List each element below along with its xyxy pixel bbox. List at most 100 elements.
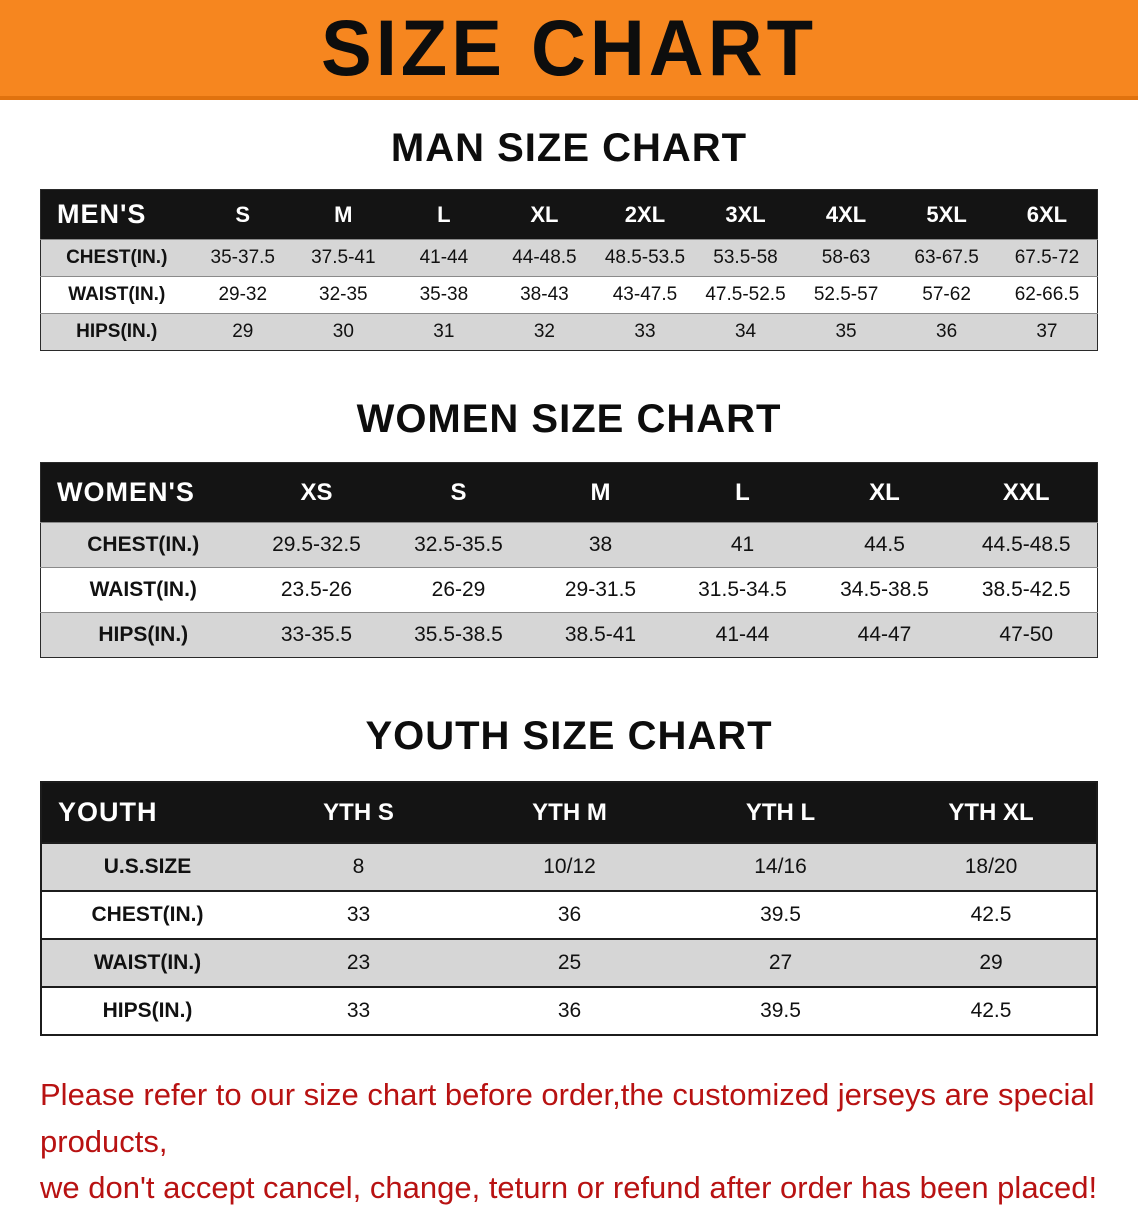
size-value: 38 bbox=[588, 533, 613, 556]
size-value: 36 bbox=[557, 999, 582, 1022]
size-value: 38-43 bbox=[520, 284, 569, 305]
size-column-header: M bbox=[529, 462, 672, 523]
table-row: HIPS(IN.) 29 30 31 32 33 34 35 36 37 bbox=[40, 313, 1098, 351]
size-value: 37 bbox=[1036, 321, 1058, 342]
size-column-header: S bbox=[387, 462, 530, 523]
table-row: WAIST(IN.) 23 25 27 29 bbox=[41, 939, 1097, 987]
size-column-header: YTH XL bbox=[886, 782, 1097, 843]
row-label: CHEST(IN.) bbox=[91, 903, 204, 926]
size-column-header: XL bbox=[494, 189, 595, 240]
row-label: HIPS(IN.) bbox=[76, 321, 158, 342]
size-value: 38.5-41 bbox=[564, 623, 637, 646]
size-value: 42.5 bbox=[970, 903, 1012, 926]
table-header-row: YOUTH YTH S YTH M YTH L YTH XL bbox=[41, 782, 1097, 843]
size-value: 26-29 bbox=[431, 578, 486, 601]
men-size-section: MAN SIZE CHART MEN'S S M L XL 2XL 3XL 4XL 5XL 6XL… bbox=[0, 126, 1138, 351]
size-column-header: 2XL bbox=[594, 189, 696, 240]
size-column-header: YTH S bbox=[253, 782, 464, 843]
page-title: SIZE CHART bbox=[321, 3, 817, 93]
size-value: 37.5-41 bbox=[311, 247, 376, 268]
size-value: 33-35.5 bbox=[280, 623, 353, 646]
row-label: HIPS(IN.) bbox=[102, 999, 193, 1022]
disclaimer-line-2: we don't accept cancel, change, teturn o… bbox=[40, 1170, 1098, 1205]
size-value: 48.5-53.5 bbox=[604, 247, 686, 268]
row-label: HIPS(IN.) bbox=[98, 623, 189, 646]
size-value: 63-67.5 bbox=[914, 247, 979, 268]
size-column-header: YTH L bbox=[675, 782, 886, 843]
men-size-table: MEN'S S M L XL 2XL 3XL 4XL 5XL 6XL CHEST(IN.) 35-37… bbox=[40, 189, 1098, 351]
size-value: 62-66.5 bbox=[1014, 284, 1080, 305]
row-label: WAIST(IN.) bbox=[89, 578, 197, 601]
size-column-header: 3XL bbox=[695, 189, 796, 240]
size-column-header: L bbox=[671, 462, 814, 523]
youth-size-table: YOUTH YTH S YTH M YTH L YTH XL U.S.SIZE 8 10/12… bbox=[40, 781, 1098, 1036]
table-row: CHEST(IN.) 33 36 39.5 42.5 bbox=[41, 891, 1097, 939]
size-column-header: L bbox=[393, 189, 495, 240]
size-value: 43-47.5 bbox=[612, 284, 678, 305]
size-value: 35.5-38.5 bbox=[414, 623, 503, 646]
size-value: 32-35 bbox=[319, 284, 368, 305]
size-value: 29 bbox=[232, 321, 254, 342]
women-size-table: WOMEN'S XS S M L XL XXL CHEST(IN.) 29.5-32.5 32.5… bbox=[40, 462, 1098, 658]
size-column-header: 6XL bbox=[996, 189, 1098, 240]
size-value: 41 bbox=[730, 533, 755, 556]
size-value: 44-47 bbox=[857, 623, 912, 646]
size-value: 36 bbox=[936, 321, 958, 342]
youth-size-section: YOUTH SIZE CHART YOUTH YTH S YTH M YTH L YTH… bbox=[0, 714, 1138, 1036]
size-value: 18/20 bbox=[964, 855, 1018, 878]
table-row: CHEST(IN.) 35-37.5 37.5-41 41-44 44-48.5 48.5… bbox=[40, 239, 1098, 277]
size-column-header: XXL bbox=[955, 462, 1098, 523]
size-column-header: S bbox=[192, 189, 294, 240]
size-value: 53.5-58 bbox=[713, 247, 778, 268]
size-column-header: XL bbox=[813, 462, 956, 523]
size-value: 38.5-42.5 bbox=[981, 578, 1071, 601]
table-category-header: WOMEN'S bbox=[40, 462, 246, 523]
size-value: 34.5-38.5 bbox=[840, 578, 929, 601]
size-value: 35 bbox=[835, 321, 857, 342]
size-column-header: 5XL bbox=[896, 189, 997, 240]
size-value: 31 bbox=[433, 321, 455, 342]
size-column-header: M bbox=[293, 189, 394, 240]
row-label: U.S.SIZE bbox=[103, 855, 192, 878]
row-label: CHEST(IN.) bbox=[66, 247, 168, 268]
youth-section-heading: YOUTH SIZE CHART bbox=[365, 714, 773, 758]
size-value: 33 bbox=[346, 999, 371, 1022]
size-value: 36 bbox=[557, 903, 582, 926]
size-value: 33 bbox=[634, 321, 656, 342]
size-value: 47.5-52.5 bbox=[705, 284, 786, 305]
size-value: 27 bbox=[768, 951, 793, 974]
size-value: 25 bbox=[557, 951, 582, 974]
row-label: CHEST(IN.) bbox=[87, 533, 200, 556]
table-row: CHEST(IN.) 29.5-32.5 32.5-35.5 38 41 44.5 44.5… bbox=[40, 522, 1098, 568]
size-value: 10/12 bbox=[543, 855, 596, 878]
size-value: 35-37.5 bbox=[210, 247, 275, 268]
size-value: 29 bbox=[979, 951, 1003, 974]
row-label: WAIST(IN.) bbox=[68, 284, 166, 305]
row-label: WAIST(IN.) bbox=[93, 951, 202, 974]
table-row: HIPS(IN.) 33 36 39.5 42.5 bbox=[41, 987, 1097, 1035]
size-value: 8 bbox=[352, 855, 365, 878]
size-value: 47-50 bbox=[999, 623, 1054, 646]
size-value: 23.5-26 bbox=[280, 578, 353, 601]
table-header-row: MEN'S S M L XL 2XL 3XL 4XL 5XL 6XL bbox=[40, 189, 1098, 240]
size-value: 29-32 bbox=[218, 284, 268, 305]
size-value: 58-63 bbox=[821, 247, 871, 268]
size-value: 35-38 bbox=[419, 284, 469, 305]
size-value: 39.5 bbox=[760, 999, 801, 1022]
disclaimer-line-1: Please refer to our size chart before or… bbox=[40, 1077, 1095, 1159]
women-section-heading: WOMEN SIZE CHART bbox=[356, 397, 782, 441]
size-column-header: 4XL bbox=[795, 189, 897, 240]
size-value: 23 bbox=[346, 951, 371, 974]
disclaimer-note: Please refer to our size chart before or… bbox=[40, 1072, 1100, 1212]
size-value: 67.5-72 bbox=[1014, 247, 1080, 268]
size-value: 41-44 bbox=[419, 247, 469, 268]
size-value: 44.5-48.5 bbox=[981, 533, 1071, 556]
size-value: 57-62 bbox=[922, 284, 971, 305]
size-value: 30 bbox=[332, 321, 354, 342]
size-value: 41-44 bbox=[715, 623, 770, 646]
size-value: 32 bbox=[533, 321, 555, 342]
table-row: HIPS(IN.) 33-35.5 35.5-38.5 38.5-41 41-44 44-… bbox=[40, 612, 1098, 658]
size-value: 42.5 bbox=[970, 999, 1012, 1022]
size-value: 31.5-34.5 bbox=[698, 578, 787, 601]
table-category-header: MEN'S bbox=[40, 189, 193, 240]
